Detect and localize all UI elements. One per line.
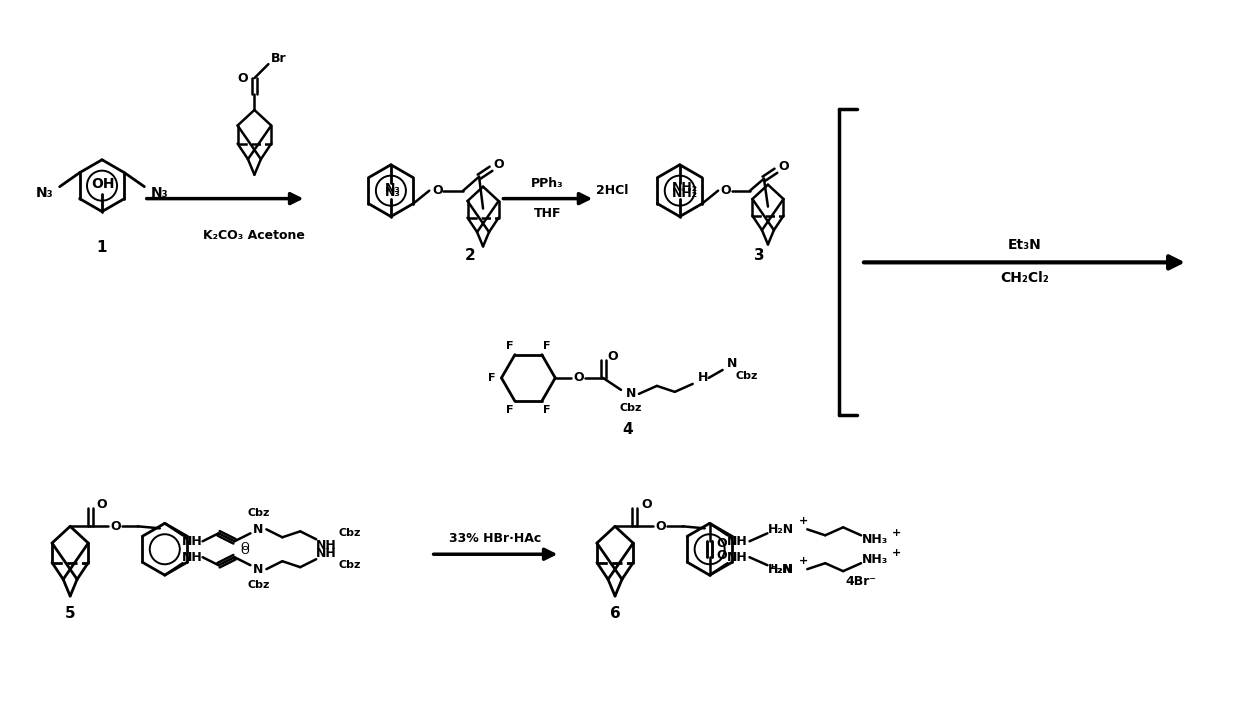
Text: 2HCl: 2HCl — [596, 184, 629, 198]
Text: Cbz: Cbz — [735, 371, 758, 381]
Text: NH: NH — [727, 535, 748, 548]
Text: NH: NH — [316, 539, 336, 552]
Text: OH: OH — [92, 177, 115, 190]
Text: Cbz: Cbz — [247, 508, 269, 518]
Text: CH₂Cl₂: CH₂Cl₂ — [999, 272, 1049, 285]
Text: NH₂: NH₂ — [672, 181, 698, 194]
Text: 4: 4 — [622, 422, 634, 437]
Text: NH: NH — [316, 547, 336, 560]
Text: Cbz: Cbz — [339, 560, 361, 570]
Text: ᴴ₂N: ᴴ₂N — [770, 563, 792, 575]
Text: +: + — [893, 548, 901, 558]
Text: N₃: N₃ — [150, 185, 169, 200]
Text: O: O — [717, 549, 727, 562]
Text: NH₃: NH₃ — [862, 533, 888, 545]
Text: O: O — [574, 371, 584, 384]
Text: 2: 2 — [465, 248, 476, 263]
Text: O: O — [241, 546, 249, 556]
Text: F: F — [506, 405, 513, 415]
Text: +: + — [799, 516, 808, 526]
Text: Br: Br — [270, 51, 286, 65]
Text: O: O — [110, 520, 122, 533]
Text: 33% HBr·HAc: 33% HBr·HAc — [449, 532, 542, 545]
Text: O: O — [717, 537, 727, 550]
Text: Et₃N: Et₃N — [1008, 238, 1042, 252]
Text: F: F — [487, 373, 495, 383]
Text: F: F — [543, 405, 551, 415]
Text: 6: 6 — [610, 607, 620, 622]
Text: O: O — [779, 160, 789, 173]
Text: O: O — [641, 498, 652, 511]
Text: NH: NH — [727, 550, 748, 564]
Text: +: + — [799, 556, 808, 566]
Text: N₃: N₃ — [36, 185, 53, 200]
Text: F: F — [506, 341, 513, 351]
Text: O: O — [241, 543, 249, 553]
Text: N₃: N₃ — [384, 182, 401, 195]
Text: O: O — [432, 184, 443, 198]
Text: N: N — [253, 563, 264, 575]
Text: Cbz: Cbz — [339, 528, 361, 538]
Text: Cbz: Cbz — [620, 403, 642, 413]
Text: NH: NH — [182, 550, 203, 564]
Text: O: O — [656, 520, 666, 533]
Text: +: + — [893, 528, 901, 538]
Text: NH: NH — [182, 535, 203, 548]
Text: H: H — [697, 371, 708, 384]
Text: Cbz: Cbz — [247, 580, 269, 590]
Text: NH₃: NH₃ — [862, 553, 888, 565]
Text: N: N — [253, 523, 264, 536]
Text: K₂CO₃ Acetone: K₂CO₃ Acetone — [203, 229, 305, 242]
Text: N₃: N₃ — [384, 186, 401, 199]
Text: N: N — [626, 387, 636, 401]
Text: 4Br⁻: 4Br⁻ — [846, 575, 877, 588]
Text: O: O — [97, 498, 108, 511]
Text: 3: 3 — [754, 248, 765, 263]
Text: N: N — [728, 357, 738, 371]
Text: O: O — [494, 158, 505, 171]
Text: H₂N: H₂N — [769, 523, 795, 536]
Text: 1: 1 — [97, 240, 108, 255]
Text: O: O — [720, 184, 732, 198]
Text: O: O — [608, 349, 619, 362]
Text: H₂N: H₂N — [769, 563, 795, 575]
Text: O: O — [237, 71, 248, 85]
Text: THF: THF — [533, 207, 560, 220]
Text: 5: 5 — [64, 607, 76, 622]
Text: F: F — [543, 341, 551, 351]
Text: NH₂: NH₂ — [672, 187, 698, 200]
Text: PPh₃: PPh₃ — [531, 177, 564, 190]
